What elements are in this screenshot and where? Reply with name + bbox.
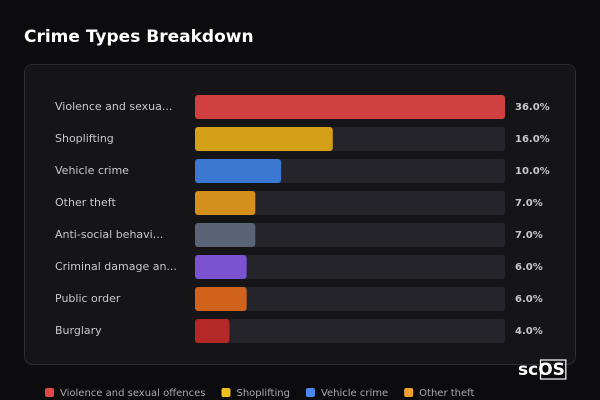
bar-track	[195, 191, 505, 215]
bar	[195, 159, 282, 183]
value-label: 7.0%	[515, 198, 543, 209]
bar	[195, 319, 230, 343]
chart-title: Crime Types Breakdown	[24, 27, 254, 47]
bar-track	[195, 223, 505, 247]
legend-swatch	[404, 388, 414, 397]
value-label: 6.0%	[515, 262, 543, 273]
legend-swatch	[305, 388, 315, 397]
legend-label: Violence and sexual offences	[60, 388, 206, 399]
value-label: 6.0%	[515, 294, 543, 305]
value-label: 4.0%	[515, 326, 543, 337]
bar-track	[195, 319, 505, 343]
category-label: Other theft	[55, 196, 116, 209]
value-label: 36.0%	[515, 102, 550, 113]
bar	[195, 223, 256, 247]
bar	[195, 255, 247, 279]
legend-label: Other theft	[419, 388, 474, 399]
category-label: Vehicle crime	[55, 164, 129, 177]
category-label: Shoplifting	[55, 132, 114, 145]
category-label: Criminal damage an...	[55, 260, 177, 273]
value-label: 7.0%	[515, 230, 543, 241]
legend-label: Vehicle crime	[321, 388, 388, 399]
bar	[195, 287, 247, 311]
category-label: Anti-social behavi...	[55, 228, 163, 241]
category-label: Violence and sexua...	[55, 100, 172, 113]
bar-track	[195, 287, 505, 311]
value-label: 10.0%	[515, 166, 550, 177]
legend-swatch	[45, 388, 54, 397]
watermark-box	[539, 359, 567, 380]
bar	[195, 127, 333, 151]
legend-label: Shoplifting	[237, 388, 290, 399]
legend-swatch	[221, 388, 231, 397]
bar	[195, 191, 256, 215]
category-label: Public order	[55, 292, 121, 305]
bar-track	[195, 255, 505, 279]
watermark: scOS	[518, 360, 565, 380]
bar	[195, 95, 505, 119]
value-label: 16.0%	[515, 134, 550, 145]
category-label: Burglary	[55, 324, 102, 337]
